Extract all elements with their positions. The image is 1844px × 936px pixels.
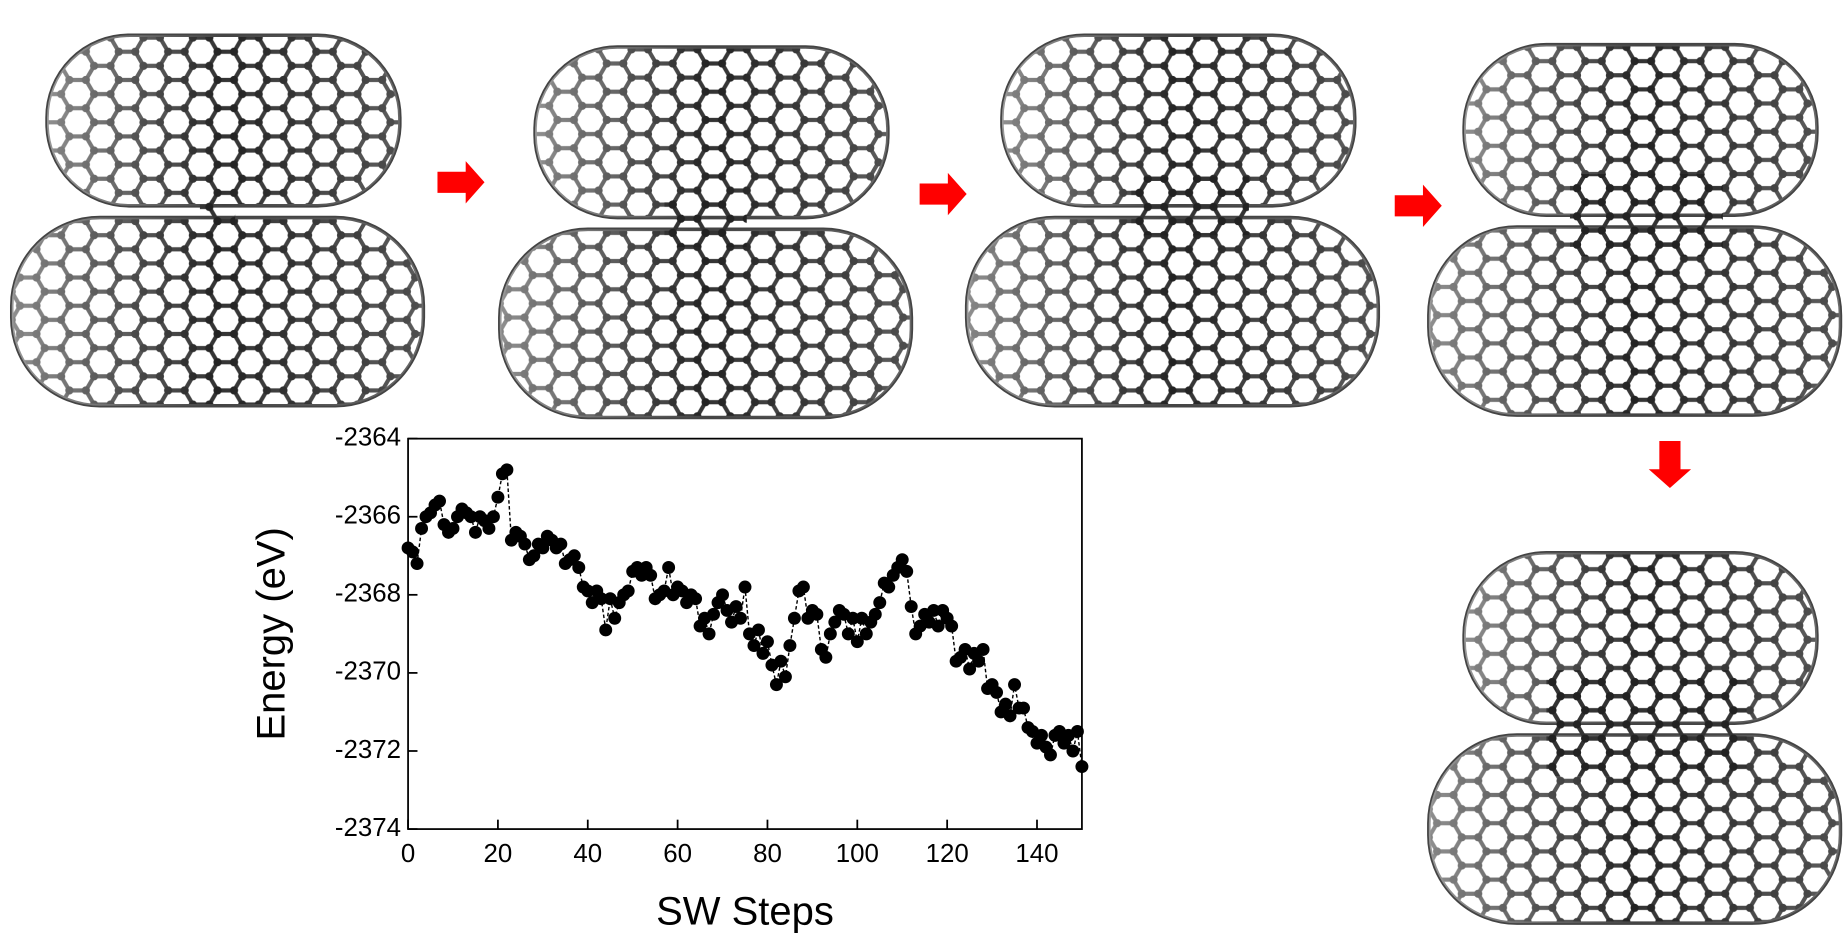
data-point bbox=[810, 608, 823, 621]
x-tick-label: 140 bbox=[1015, 840, 1058, 868]
x-tick-label: 100 bbox=[836, 840, 879, 868]
arrow bbox=[1395, 185, 1442, 227]
data-point bbox=[487, 510, 500, 523]
data-point bbox=[882, 581, 895, 594]
data-point bbox=[752, 623, 765, 636]
nanotube-panel bbox=[967, 35, 1379, 405]
figure-body: -2374 -2372 -2370 -2368 -2366 -2364 0 20 40 60 80 1… bbox=[12, 35, 1841, 933]
data-point bbox=[734, 612, 747, 625]
data-point bbox=[896, 553, 909, 566]
nanotube-panel bbox=[1429, 553, 1841, 923]
x-tick-label: 120 bbox=[926, 840, 969, 868]
data-point bbox=[873, 596, 886, 609]
data-point bbox=[411, 557, 424, 570]
y-tick-label: -2374 bbox=[335, 814, 401, 842]
data-point bbox=[797, 581, 810, 594]
data-point bbox=[608, 612, 621, 625]
x-tick-label: 60 bbox=[663, 840, 692, 868]
nanotube-panel bbox=[500, 47, 912, 417]
nanotube-panel bbox=[12, 35, 424, 405]
data-point bbox=[500, 463, 513, 476]
data-point bbox=[554, 538, 567, 551]
data-point bbox=[860, 627, 873, 640]
data-point bbox=[1075, 760, 1088, 773]
data-point bbox=[572, 561, 585, 574]
y-tick-label: -2370 bbox=[335, 658, 401, 686]
data-point bbox=[869, 608, 882, 621]
data-point bbox=[716, 588, 729, 601]
data-point bbox=[662, 561, 675, 574]
data-point bbox=[905, 600, 918, 613]
data-point bbox=[1044, 748, 1057, 761]
data-point bbox=[788, 612, 801, 625]
x-tick-label: 20 bbox=[484, 840, 513, 868]
data-point bbox=[491, 491, 504, 504]
data-point bbox=[482, 522, 495, 535]
data-point bbox=[469, 526, 482, 539]
data-point bbox=[433, 495, 446, 508]
data-point bbox=[406, 545, 419, 558]
x-tick-label: 80 bbox=[753, 840, 782, 868]
data-point bbox=[972, 655, 985, 668]
data-point bbox=[1017, 702, 1030, 715]
data-point bbox=[900, 565, 913, 578]
y-tick-label: -2366 bbox=[335, 502, 401, 530]
data-point bbox=[689, 592, 702, 605]
data-point bbox=[756, 647, 769, 660]
data-point bbox=[707, 608, 720, 621]
data-point bbox=[977, 643, 990, 656]
arrow bbox=[1649, 441, 1691, 488]
y-tick-label: -2368 bbox=[335, 580, 401, 608]
nanotube-panel bbox=[1429, 45, 1841, 415]
x-tick-label: 40 bbox=[573, 840, 602, 868]
data-point bbox=[945, 620, 958, 633]
data-point bbox=[779, 670, 792, 683]
data-point bbox=[824, 627, 837, 640]
chart: -2374 -2372 -2370 -2368 -2366 -2364 0 20 40 60 80 1… bbox=[250, 423, 1089, 933]
y-tick-label: -2372 bbox=[335, 736, 401, 764]
data-point bbox=[415, 522, 428, 535]
arrow bbox=[920, 173, 967, 215]
data-point bbox=[990, 686, 1003, 699]
x-axis-label: SW Steps bbox=[656, 889, 834, 933]
y-axis-label: Energy (eV) bbox=[250, 527, 294, 740]
data-point bbox=[999, 698, 1012, 711]
data-point bbox=[568, 549, 581, 562]
data-point bbox=[622, 584, 635, 597]
data-point bbox=[739, 581, 752, 594]
data-point bbox=[703, 627, 716, 640]
data-point bbox=[730, 600, 743, 613]
data-point bbox=[783, 639, 796, 652]
data-point bbox=[447, 522, 460, 535]
data-point bbox=[1035, 729, 1048, 742]
data-point bbox=[1008, 678, 1021, 691]
data-point bbox=[1066, 745, 1079, 758]
data-point bbox=[761, 635, 774, 648]
data-point bbox=[1071, 725, 1084, 738]
arrow bbox=[437, 161, 484, 203]
y-tick-label: -2364 bbox=[335, 423, 401, 451]
data-point bbox=[774, 655, 787, 668]
x-tick-label: 0 bbox=[401, 840, 415, 868]
data-point bbox=[819, 651, 832, 664]
figure: -2374 -2372 -2370 -2368 -2366 -2364 0 20 40 60 80 1… bbox=[0, 0, 1844, 936]
data-point bbox=[599, 623, 612, 636]
data-point bbox=[518, 538, 531, 551]
data-point bbox=[644, 569, 657, 582]
